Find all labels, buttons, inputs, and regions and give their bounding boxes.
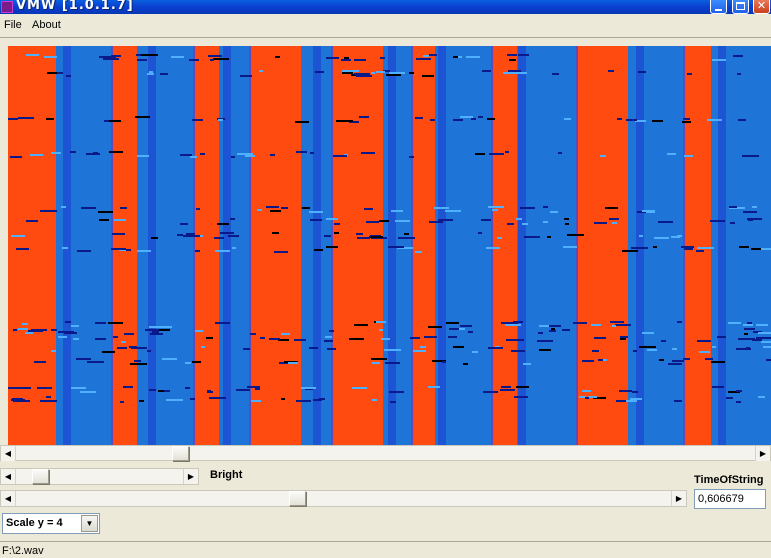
arrow-right-icon: ▶ (759, 449, 767, 458)
app-icon (1, 1, 13, 13)
window-title: VMW [1.0.1.7] (16, 0, 134, 13)
maximize-icon (736, 2, 745, 10)
time-left-button[interactable]: ◀ (1, 491, 16, 506)
bright-thumb[interactable] (32, 469, 49, 484)
title-bar: VMW [1.0.1.7] ✕ (0, 0, 771, 14)
menu-file[interactable]: File (4, 19, 22, 31)
time-slider[interactable]: ◀ ▶ (0, 490, 687, 507)
chevron-down-icon: ▼ (85, 519, 94, 528)
spectrogram-image (8, 46, 771, 445)
maximize-button[interactable] (732, 0, 749, 14)
close-button[interactable]: ✕ (753, 0, 770, 14)
arrow-right-icon: ▶ (187, 472, 195, 481)
arrow-left-icon: ◀ (4, 449, 12, 458)
bright-slider[interactable]: ◀ ▶ (0, 468, 199, 485)
bright-left-button[interactable]: ◀ (1, 469, 16, 484)
minimize-button[interactable] (710, 0, 727, 14)
spectrogram-view[interactable] (8, 46, 771, 445)
arrow-left-icon: ◀ (4, 472, 12, 481)
scale-dropdown[interactable]: Scale y = 4 ▼ (2, 513, 100, 534)
status-bar: F:\2.wav (0, 541, 771, 558)
scale-value: Scale y = 4 (6, 517, 63, 529)
menu-bar: File About (0, 16, 771, 36)
dropdown-button[interactable]: ▼ (81, 515, 98, 532)
menu-about[interactable]: About (32, 19, 61, 31)
file-path: F:\2.wav (2, 545, 44, 557)
time-thumb[interactable] (289, 491, 306, 506)
spectrogram-scrollbar[interactable]: ◀ ▶ (0, 445, 771, 461)
arrow-right-icon: ▶ (675, 494, 683, 503)
time-right-button[interactable]: ▶ (671, 491, 686, 506)
menu-divider (0, 37, 771, 38)
arrow-left-icon: ◀ (4, 494, 12, 503)
minimize-icon (715, 9, 722, 11)
time-of-string-input[interactable] (694, 489, 766, 509)
bright-label: Bright (210, 469, 243, 481)
time-of-string-label: TimeOfString (694, 474, 764, 486)
spectrogram-scroll-thumb[interactable] (172, 446, 189, 461)
close-icon: ✕ (756, 0, 767, 12)
bright-right-button[interactable]: ▶ (183, 469, 198, 484)
scroll-right-button[interactable]: ▶ (755, 446, 770, 461)
scroll-left-button[interactable]: ◀ (1, 446, 16, 461)
